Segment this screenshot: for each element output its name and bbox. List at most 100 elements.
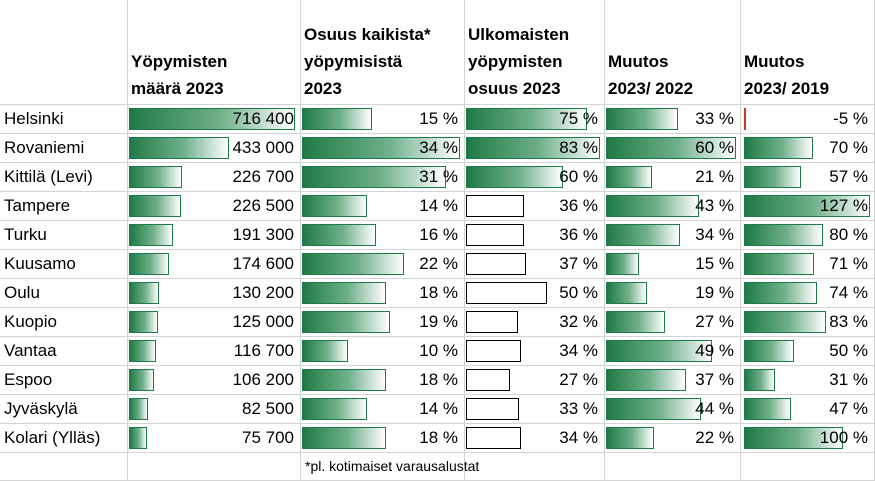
share-foreign-cell: 34 % <box>464 424 604 452</box>
header-line: 2023/ 2019 <box>744 79 830 98</box>
cell-value: 27 % <box>559 370 598 389</box>
city-name: Vantaa <box>4 341 57 360</box>
data-bar <box>302 137 460 159</box>
data-bar <box>606 340 713 362</box>
data-bar <box>466 398 520 420</box>
cell-value: 60 % <box>559 167 598 186</box>
data-bar <box>744 427 844 449</box>
change-2022-cell: 15 % <box>604 250 740 278</box>
cell-value: 33 % <box>695 109 734 128</box>
data-bar <box>302 311 391 333</box>
share-all-cell: 15 % <box>300 105 464 133</box>
cell-value: 33 % <box>559 399 598 418</box>
change-2019-cell: 47 % <box>740 395 874 423</box>
change-2019-cell: -5 % <box>740 105 874 133</box>
share-all-cell: 18 % <box>300 279 464 307</box>
cell-value: 32 % <box>559 312 598 331</box>
data-bar <box>302 427 386 449</box>
data-bar <box>129 369 154 391</box>
data-bar <box>606 137 736 159</box>
data-bar <box>606 282 648 304</box>
cell-value: 57 % <box>829 167 868 186</box>
change-2022-cell: 44 % <box>604 395 740 423</box>
cell-value: 226 500 <box>232 196 294 215</box>
cell-value: 716 400 <box>232 109 294 128</box>
data-bar <box>129 195 182 217</box>
header-line: Ulkomaisten <box>468 25 570 44</box>
data-bar <box>744 369 775 391</box>
data-bar <box>129 311 158 333</box>
city-name: Kuusamo <box>4 254 76 273</box>
share-foreign-cell: 50 % <box>464 279 604 307</box>
data-bar <box>744 311 827 333</box>
gridline <box>0 394 875 395</box>
gridline <box>127 0 128 481</box>
change-2019-cell: 100 % <box>740 424 874 452</box>
gridline <box>464 0 465 481</box>
share-all-cell: 16 % <box>300 221 464 249</box>
cell-value: 18 % <box>419 283 458 302</box>
cell-value: 127 % <box>819 196 868 215</box>
cell-value: 43 % <box>695 196 734 215</box>
share-all-cell: 10 % <box>300 337 464 365</box>
change-2019-cell: 80 % <box>740 221 874 249</box>
city-name: Kolari (Ylläs) <box>4 428 101 447</box>
data-bar <box>744 282 818 304</box>
data-bar <box>466 137 600 159</box>
data-bar <box>129 166 182 188</box>
change-2019-cell: 57 % <box>740 163 874 191</box>
cell-value: 16 % <box>419 225 458 244</box>
gridline <box>0 133 875 134</box>
cell-value: 18 % <box>419 428 458 447</box>
city-name: Oulu <box>4 283 40 302</box>
cell-value: 100 % <box>819 428 868 447</box>
cell-value: 174 600 <box>232 254 294 273</box>
data-bar <box>466 108 588 130</box>
gridline <box>0 423 875 424</box>
data-bar <box>606 398 702 420</box>
change-2019-cell: 71 % <box>740 250 874 278</box>
cell-value: 34 % <box>419 138 458 157</box>
cell-value: 83 % <box>829 312 868 331</box>
share-foreign-cell: 36 % <box>464 221 604 249</box>
city-name: Kittilä (Levi) <box>4 167 93 186</box>
cell-value: 50 % <box>829 341 868 360</box>
stays-cell: 191 300 <box>127 221 300 249</box>
cell-value: 50 % <box>559 283 598 302</box>
change-2019-cell: 31 % <box>740 366 874 394</box>
gridline <box>0 220 875 221</box>
gridline <box>0 307 875 308</box>
data-bar <box>129 224 174 246</box>
share-foreign-cell: 60 % <box>464 163 604 191</box>
cell-value: 31 % <box>829 370 868 389</box>
cell-value: 37 % <box>559 254 598 273</box>
data-bar <box>466 311 518 333</box>
cell-value: 37 % <box>695 370 734 389</box>
data-bar <box>606 253 639 275</box>
data-bar <box>466 166 563 188</box>
cell-value: 19 % <box>695 283 734 302</box>
cell-value: 75 % <box>559 109 598 128</box>
cell-value: 15 % <box>695 254 734 273</box>
cell-value: 116 700 <box>233 341 294 360</box>
change-2022-cell: 22 % <box>604 424 740 452</box>
data-bar <box>744 137 814 159</box>
data-bar <box>744 108 746 130</box>
header-change-2022: Muutos 2023/ 2022 <box>604 0 740 104</box>
data-bar <box>606 195 700 217</box>
change-2019-cell: 70 % <box>740 134 874 162</box>
data-bar <box>606 108 678 130</box>
data-bar <box>302 398 368 420</box>
stays-cell: 116 700 <box>127 337 300 365</box>
data-bar <box>744 224 824 246</box>
change-2022-cell: 19 % <box>604 279 740 307</box>
gridline <box>0 249 875 250</box>
data-bar <box>744 398 791 420</box>
gridline <box>0 365 875 366</box>
share-all-cell: 22 % <box>300 250 464 278</box>
share-foreign-cell: 32 % <box>464 308 604 336</box>
header-change-2019: Muutos 2023/ 2019 <box>740 0 874 104</box>
change-2022-cell: 60 % <box>604 134 740 162</box>
header-line: yöpymisistä <box>304 52 403 71</box>
cell-value: 191 300 <box>232 225 294 244</box>
